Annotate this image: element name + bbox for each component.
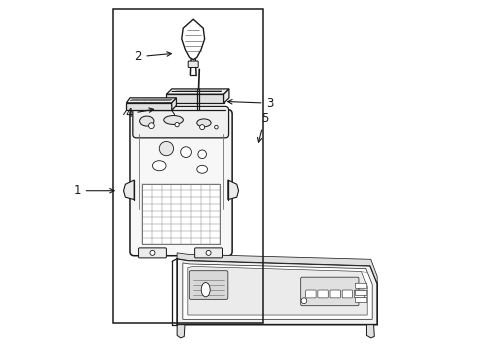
- FancyBboxPatch shape: [139, 248, 167, 258]
- Circle shape: [181, 147, 192, 157]
- Polygon shape: [188, 266, 367, 315]
- Circle shape: [159, 141, 173, 156]
- Polygon shape: [367, 325, 374, 338]
- Polygon shape: [126, 98, 176, 103]
- Circle shape: [199, 125, 205, 130]
- Circle shape: [198, 150, 206, 158]
- Text: 5: 5: [257, 112, 269, 142]
- Bar: [142, 184, 220, 244]
- Text: 4: 4: [125, 107, 153, 120]
- Ellipse shape: [201, 283, 210, 297]
- Polygon shape: [172, 98, 176, 111]
- Polygon shape: [228, 180, 239, 200]
- Circle shape: [150, 250, 155, 255]
- Polygon shape: [177, 258, 377, 325]
- FancyBboxPatch shape: [342, 290, 352, 298]
- Polygon shape: [177, 325, 185, 338]
- Circle shape: [206, 250, 211, 255]
- Text: 2: 2: [134, 50, 172, 63]
- FancyBboxPatch shape: [306, 290, 316, 298]
- Ellipse shape: [197, 165, 207, 173]
- Polygon shape: [223, 89, 229, 103]
- FancyBboxPatch shape: [133, 107, 228, 138]
- FancyBboxPatch shape: [130, 110, 232, 256]
- Polygon shape: [177, 253, 377, 284]
- Ellipse shape: [140, 116, 154, 126]
- Ellipse shape: [152, 161, 166, 171]
- Ellipse shape: [164, 116, 183, 125]
- Polygon shape: [167, 94, 223, 103]
- Text: 1: 1: [73, 184, 114, 197]
- Polygon shape: [182, 19, 205, 60]
- Circle shape: [301, 298, 307, 303]
- Polygon shape: [126, 103, 172, 111]
- Polygon shape: [167, 89, 229, 94]
- Circle shape: [148, 123, 154, 129]
- FancyBboxPatch shape: [301, 277, 359, 306]
- FancyBboxPatch shape: [195, 248, 222, 258]
- Circle shape: [175, 122, 179, 127]
- FancyBboxPatch shape: [188, 61, 198, 67]
- Polygon shape: [123, 180, 134, 200]
- Circle shape: [215, 125, 218, 129]
- FancyBboxPatch shape: [354, 290, 365, 298]
- FancyBboxPatch shape: [355, 291, 367, 296]
- FancyBboxPatch shape: [355, 283, 367, 288]
- Polygon shape: [183, 263, 372, 319]
- Text: 3: 3: [227, 97, 274, 110]
- Ellipse shape: [197, 119, 211, 127]
- FancyBboxPatch shape: [189, 271, 228, 299]
- Bar: [113, 9, 263, 323]
- FancyBboxPatch shape: [318, 290, 328, 298]
- FancyBboxPatch shape: [355, 297, 367, 302]
- FancyBboxPatch shape: [330, 290, 341, 298]
